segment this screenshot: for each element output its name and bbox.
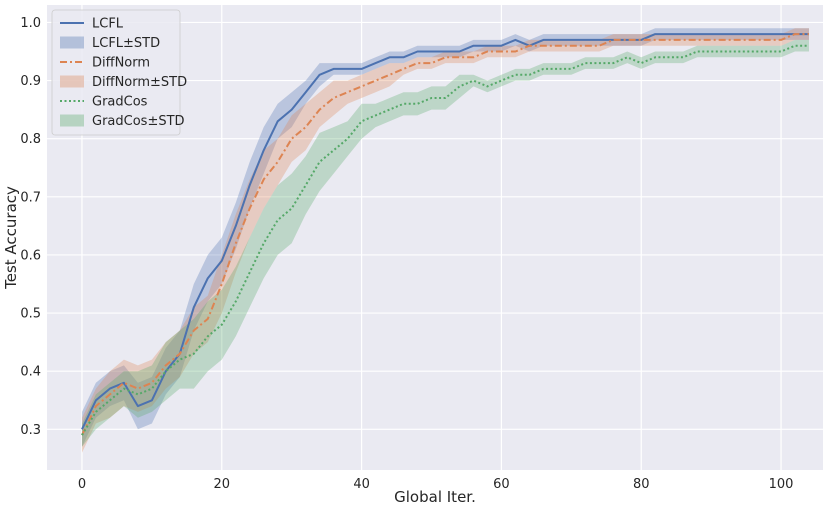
x-tick-label: 100: [769, 477, 794, 492]
y-tick-labels: 0.3 0.4 0.5 0.6 0.7 0.8 0.9 1.0: [20, 16, 41, 438]
x-tick-label: 80: [633, 477, 650, 492]
legend-label: GradCos: [92, 95, 148, 110]
y-tick-label: 0.4: [20, 365, 41, 380]
legend-band-swatch: [60, 36, 84, 49]
legend-band-swatch: [60, 114, 84, 127]
legend-label: GradCos±STD: [92, 114, 185, 129]
x-tick-label: 60: [493, 477, 510, 492]
std-band-gradcos: [82, 39, 809, 447]
legend: LCFL LCFL±STD DiffNorm DiffNorm±STD GradCos G…: [51, 9, 187, 136]
x-tick-label: 40: [353, 477, 370, 492]
y-tick-label: 1.0: [20, 16, 41, 31]
x-tick-labels: 0 20 40 60 80 100: [78, 477, 794, 492]
series-line-lcfl: [81, 33, 809, 430]
y-tick-label: 0.5: [20, 307, 41, 322]
legend-label: LCFL±STD: [92, 36, 160, 51]
x-axis-label: Global Iter.: [394, 488, 476, 506]
grid-lines: [47, 5, 823, 470]
x-tick-label: 20: [214, 477, 231, 492]
y-tick-label: 0.7: [20, 190, 41, 205]
legend-label: LCFL: [92, 17, 124, 32]
legend-band-swatch: [60, 75, 84, 88]
y-tick-label: 0.3: [20, 423, 41, 438]
y-tick-label: 0.9: [20, 74, 41, 89]
x-tick-label: 0: [78, 477, 86, 492]
y-tick-label: 0.8: [20, 132, 41, 147]
legend-box: [51, 9, 181, 136]
series-lines: [81, 33, 809, 436]
legend-label: DiffNorm±STD: [92, 75, 187, 90]
series-line-gradcos: [81, 44, 809, 436]
std-bands: [82, 28, 809, 453]
y-tick-label: 0.6: [20, 248, 41, 263]
legend-label: DiffNorm: [92, 56, 150, 71]
std-band-diffnorm: [82, 28, 809, 453]
std-band-lcfl: [82, 28, 809, 447]
y-axis-label: Test Accuracy: [2, 186, 20, 290]
